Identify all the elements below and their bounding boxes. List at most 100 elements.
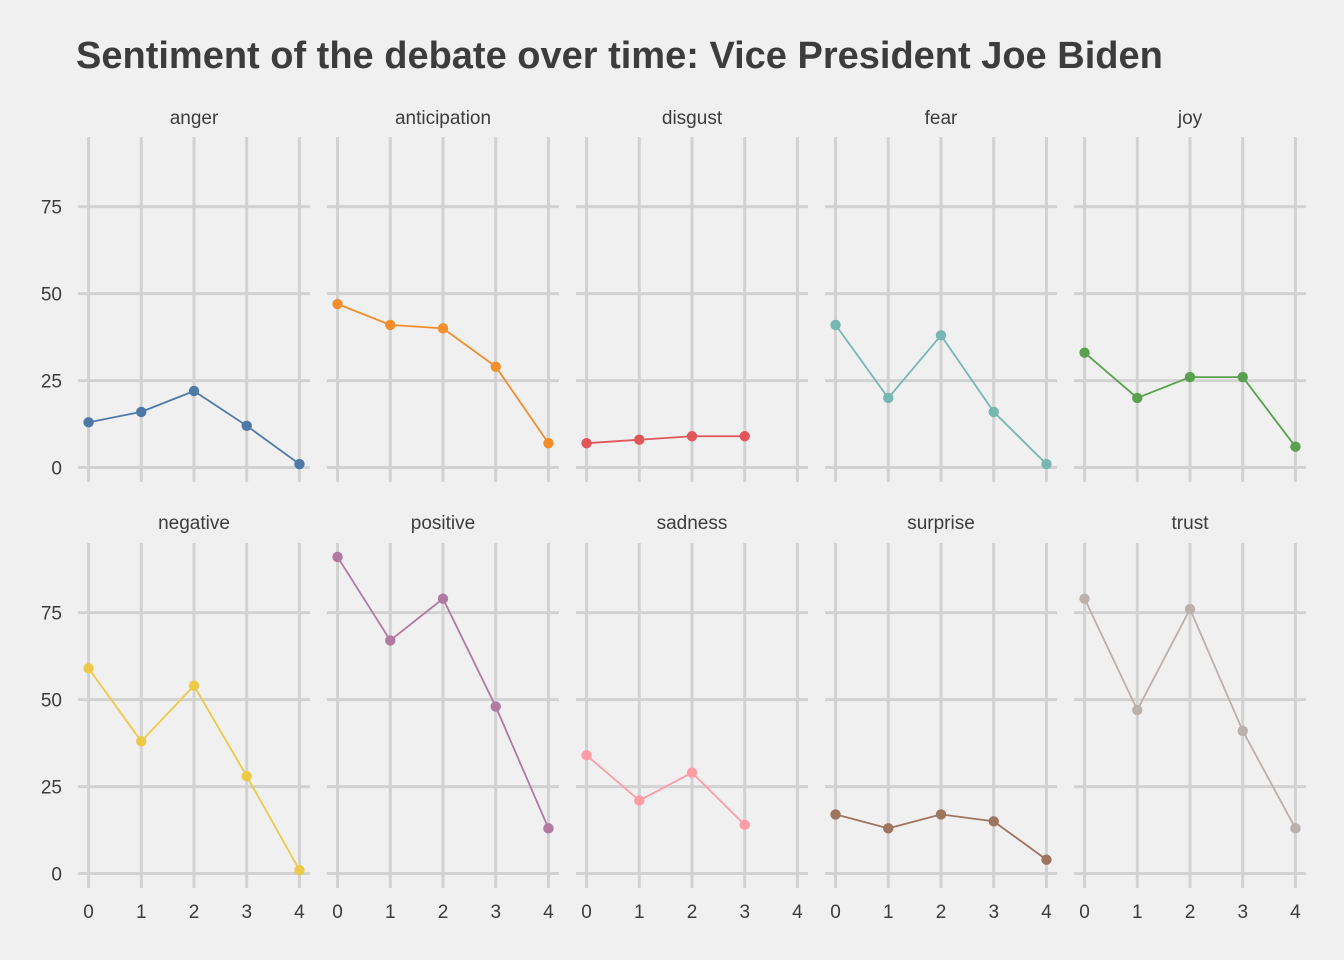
data-point: [686, 767, 698, 778]
y-tick-label: 50: [41, 691, 62, 712]
data-point: [686, 431, 698, 442]
x-tick-label: 2: [1185, 902, 1196, 923]
data-point: [634, 434, 645, 445]
x-tick-label: 3: [241, 902, 252, 923]
data-point: [543, 823, 554, 834]
data-point: [883, 823, 894, 834]
data-point: [581, 750, 592, 761]
x-tick-label: 0: [581, 902, 592, 923]
data-point: [543, 438, 554, 449]
facet-panels: anger 0 25 50 75 anticipation disgust fear joy ne…: [41, 108, 1306, 923]
y-tick-label: 50: [41, 285, 62, 306]
x-tick-label: 0: [332, 902, 343, 923]
data-point: [883, 392, 894, 404]
data-point: [437, 593, 449, 604]
x-tick-label: 3: [490, 902, 501, 923]
data-point: [1041, 458, 1052, 470]
data-point: [188, 680, 200, 691]
facet-label: joy: [1177, 108, 1203, 129]
data-point: [241, 770, 252, 782]
data-point: [1290, 823, 1301, 834]
data-point: [83, 417, 94, 428]
series-line-disgust: [586, 435, 745, 445]
data-point: [1237, 725, 1248, 737]
data-point: [1290, 441, 1301, 452]
facet-negative: negative 0 25 50 75 0 1 2 3 4: [41, 513, 310, 923]
data-point: [332, 298, 343, 310]
x-tick-label: 0: [830, 902, 841, 923]
facet-positive: positive 0 1 2 3 4: [327, 513, 559, 923]
facet-trust: trust 0 1 2 3 4: [1074, 513, 1306, 923]
facet-label: trust: [1172, 513, 1210, 534]
y-tick-label: 75: [41, 604, 62, 625]
series-line-sadness: [585, 754, 746, 826]
facet-anticipation: anticipation: [327, 108, 559, 482]
data-point: [739, 819, 750, 831]
facet-label: anticipation: [395, 108, 491, 129]
data-point: [1079, 593, 1090, 604]
data-point: [490, 701, 501, 712]
x-tick-label: 4: [1290, 902, 1301, 923]
data-point: [188, 385, 200, 397]
x-tick-label: 3: [739, 902, 750, 923]
data-point: [136, 406, 147, 418]
data-point: [385, 635, 396, 646]
facet-anger: anger 0 25 50 75: [41, 108, 310, 482]
facet-label: sadness: [657, 513, 728, 534]
x-tick-label: 1: [883, 902, 894, 923]
x-tick-label: 0: [83, 902, 94, 923]
data-point: [1041, 854, 1052, 865]
facet-label: positive: [411, 513, 475, 534]
data-point: [1184, 371, 1196, 383]
data-point: [988, 816, 999, 827]
facet-label: anger: [170, 108, 219, 129]
data-point: [830, 809, 841, 820]
facet-fear: fear: [825, 108, 1057, 482]
data-point: [490, 361, 501, 372]
facet-surprise: surprise 0 1 2 3 4: [825, 513, 1057, 923]
facet-label: surprise: [907, 513, 975, 534]
chart-title: Sentiment of the debate over time: Vice …: [76, 35, 1163, 77]
y-tick-label: 25: [41, 372, 62, 393]
data-point: [1079, 347, 1090, 358]
y-tick-label: 25: [41, 778, 62, 799]
x-tick-label: 4: [294, 902, 305, 923]
y-tick-label: 0: [51, 459, 62, 480]
data-point: [294, 864, 305, 876]
x-tick-label: 2: [189, 902, 200, 923]
data-point: [935, 809, 947, 820]
data-point: [988, 406, 999, 418]
x-tick-label: 1: [136, 902, 147, 923]
data-point: [1132, 392, 1143, 404]
x-tick-label: 4: [1041, 902, 1052, 923]
facet-sadness: sadness 0 1 2 3 4: [576, 513, 808, 923]
data-point: [935, 330, 947, 341]
facet-joy: joy: [1074, 108, 1306, 482]
data-point: [739, 431, 750, 442]
data-point: [634, 795, 645, 806]
x-tick-label: 1: [634, 902, 645, 923]
facet-label: fear: [925, 108, 958, 129]
facet-disgust: disgust: [576, 108, 808, 482]
data-point: [294, 458, 305, 470]
data-point: [830, 319, 841, 331]
x-tick-label: 0: [1079, 902, 1090, 923]
data-point: [437, 323, 449, 334]
data-point: [332, 551, 343, 563]
x-tick-label: 4: [792, 902, 803, 923]
data-point: [83, 663, 94, 674]
x-tick-label: 1: [1132, 902, 1143, 923]
x-tick-label: 2: [687, 902, 698, 923]
data-point: [1184, 603, 1196, 615]
data-point: [1237, 371, 1248, 383]
data-point: [581, 438, 592, 449]
data-point: [385, 319, 396, 331]
x-tick-label: 1: [385, 902, 396, 923]
data-point: [1132, 704, 1143, 716]
y-tick-label: 0: [51, 865, 62, 886]
data-point: [241, 420, 252, 432]
data-point: [136, 736, 147, 747]
facet-label: negative: [158, 513, 230, 534]
y-tick-label: 75: [41, 198, 62, 219]
